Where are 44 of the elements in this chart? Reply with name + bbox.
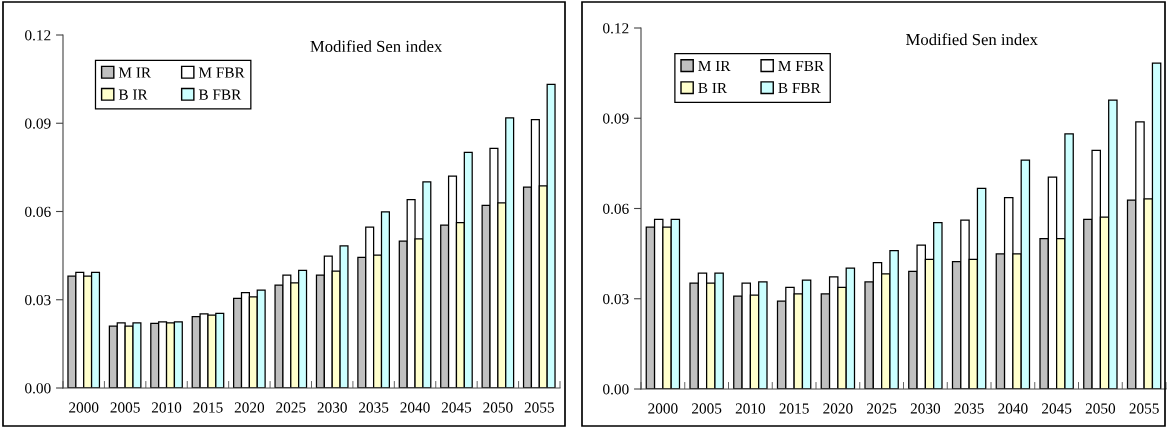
x-tick-label: 2040: [998, 403, 1028, 414]
x-tick-label: 2025: [276, 402, 306, 413]
y-tick-label: 0.03: [603, 293, 629, 305]
x-tick-label: 2040: [400, 402, 430, 413]
x-tick-label: 2045: [1042, 403, 1072, 414]
y-tick-label: 0.00: [603, 384, 629, 395]
x-tick-label: 2030: [317, 402, 347, 413]
x-tick-label: 2010: [151, 402, 182, 413]
legend-label: B IR: [698, 82, 728, 94]
x-tick-label: 2020: [823, 403, 853, 414]
x-tick-label: 2035: [359, 402, 389, 413]
chart-title: Modified Sen index: [906, 33, 1038, 46]
y-tick-label: 0.09: [603, 113, 629, 124]
y-tick-label: 0.09: [25, 118, 51, 129]
y-tick-label: 0.06: [603, 203, 629, 215]
x-tick-label: 2045: [441, 402, 472, 413]
x-tick-label: 2030: [910, 403, 941, 414]
legend-label: M FBR: [198, 67, 245, 78]
legend-label: M IR: [698, 60, 731, 71]
y-tick-label: 0.12: [25, 30, 51, 41]
chart-title: Modified Sen index: [310, 40, 443, 53]
y-tick-label: 0.00: [25, 383, 51, 394]
legend-label: M IR: [118, 67, 152, 78]
x-tick-label: 2015: [779, 403, 809, 414]
x-tick-label: 2055: [524, 402, 554, 413]
x-tick-label: 2005: [110, 402, 140, 413]
x-tick-label: 2010: [735, 403, 766, 414]
x-tick-label: 2050: [483, 402, 513, 413]
x-tick-label: 2020: [234, 402, 265, 413]
x-tick-label: 2035: [954, 403, 984, 414]
y-tick-label: 0.06: [25, 206, 51, 218]
legend-label: B FBR: [198, 89, 242, 100]
x-tick-label: 2015: [193, 402, 223, 413]
x-tick-label: 2000: [648, 403, 678, 414]
legend-label: B IR: [118, 89, 148, 100]
x-tick-label: 2025: [867, 403, 897, 414]
legend-label: M FBR: [778, 60, 825, 71]
x-tick-label: 2005: [692, 403, 722, 414]
y-tick-label: 0.12: [603, 23, 629, 34]
x-tick-label: 2055: [1129, 403, 1159, 414]
y-tick-label: 0.03: [25, 294, 51, 306]
x-tick-label: 2050: [1085, 403, 1116, 414]
legend-label: B FBR: [778, 82, 821, 94]
x-tick-label: 2000: [69, 402, 99, 413]
